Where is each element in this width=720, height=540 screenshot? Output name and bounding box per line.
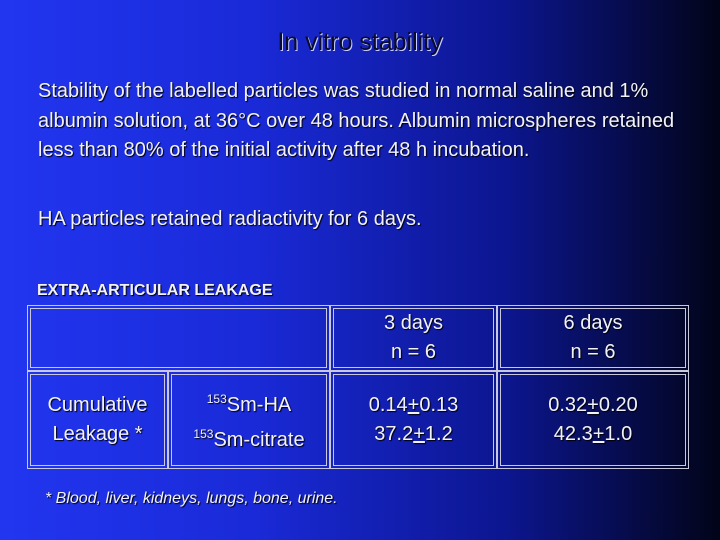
isotope-mass: 153	[193, 427, 214, 441]
value-text: 37.2	[374, 423, 414, 445]
header-line: 3 days	[384, 312, 443, 334]
row-label-line: Leakage *	[52, 423, 143, 445]
value-cell: 0.32+0.20 42.3+1.0	[497, 371, 689, 469]
footnote: * Blood, liver, kidneys, lungs, bone, ur…	[45, 490, 338, 507]
header-row: 3 days n = 6 6 days n = 6	[27, 305, 689, 371]
plus-minus: +	[587, 394, 599, 416]
data-table: 3 days n = 6 6 days n = 6 Cumulative Leakag…	[27, 305, 689, 469]
value-line: 0.32+0.20	[501, 391, 685, 420]
header-cell: 3 days n = 6	[330, 305, 497, 371]
value-line: 0.14+0.13	[334, 391, 493, 420]
value-text: 1.2	[424, 423, 453, 445]
paragraph: HA particles retained radiactivity for 6…	[38, 208, 422, 230]
value-text: 42.3	[553, 423, 593, 445]
value-text: 0.32	[548, 394, 588, 416]
plus-minus: +	[407, 394, 420, 416]
empty-cell	[27, 305, 330, 371]
agent-line: 153Sm-HA	[172, 385, 326, 420]
value-text: 1.0	[604, 423, 633, 445]
value-line: 42.3+1.0	[501, 420, 685, 449]
paragraph: Stability of the labelled particles was …	[38, 80, 675, 161]
header-line: n = 6	[570, 341, 616, 363]
value-line: 37.2+1.2	[334, 420, 493, 449]
isotope-mass: 153	[206, 392, 227, 406]
value-cell: 0.14+0.13 37.2+1.2	[330, 371, 497, 469]
plus-minus: +	[592, 423, 605, 445]
value-text: 0.20	[598, 394, 638, 416]
slide-title: In vitro stability	[277, 28, 443, 56]
header-cell: 6 days n = 6	[497, 305, 689, 371]
table-caption: EXTRA-ARTICULAR LEAKAGE	[37, 282, 273, 299]
row-label-line: Cumulative	[47, 394, 148, 416]
plus-minus: +	[413, 423, 425, 445]
row-label-cell: Cumulative Leakage *	[27, 371, 168, 469]
agent-name: Sm-citrate	[213, 429, 305, 451]
header-line: n = 6	[390, 341, 437, 363]
data-row: Cumulative Leakage * 153Sm-HA 153Sm-citrat…	[27, 371, 689, 469]
header-line: 6 days	[563, 312, 623, 334]
agent-cell: 153Sm-HA 153Sm-citrate	[168, 371, 330, 469]
agent-line: 153Sm-citrate	[172, 420, 326, 455]
agent-name: Sm-HA	[226, 394, 292, 416]
value-text: 0.14	[368, 394, 408, 416]
value-text: 0.13	[419, 394, 459, 416]
